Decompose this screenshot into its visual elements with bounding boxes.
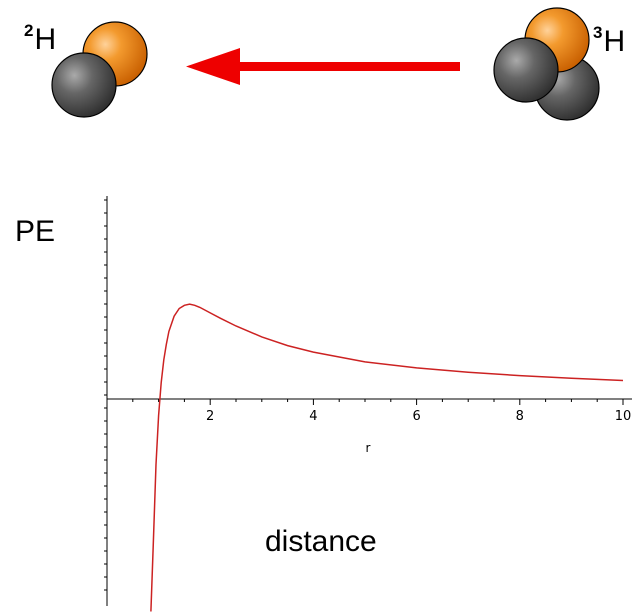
neutron-sphere-front (493, 37, 559, 103)
potential-energy-curve (150, 303, 624, 612)
x-tick-label: 6 (412, 409, 420, 424)
x-tick-label: 4 (309, 409, 317, 424)
x-axis-label: r (366, 441, 371, 455)
deuterium-label: 2H (24, 21, 57, 56)
x-tick-label: 10 (615, 409, 632, 424)
arrow-head (186, 48, 240, 85)
tritium-label: 3H (593, 23, 626, 58)
neutron-sphere (51, 52, 117, 118)
potential-energy-chart: 2 4 6 8 10 r (104, 196, 632, 612)
x-tick-label: 2 (206, 409, 214, 424)
tritium-nucleus (493, 7, 600, 121)
arrow-shaft (228, 62, 460, 71)
reaction-arrow (186, 48, 460, 85)
y-axis-title: PE (15, 215, 56, 248)
deuterium-nucleus (51, 21, 148, 118)
x-tick-label: 8 (516, 409, 524, 424)
distance-annotation: distance (265, 525, 377, 558)
